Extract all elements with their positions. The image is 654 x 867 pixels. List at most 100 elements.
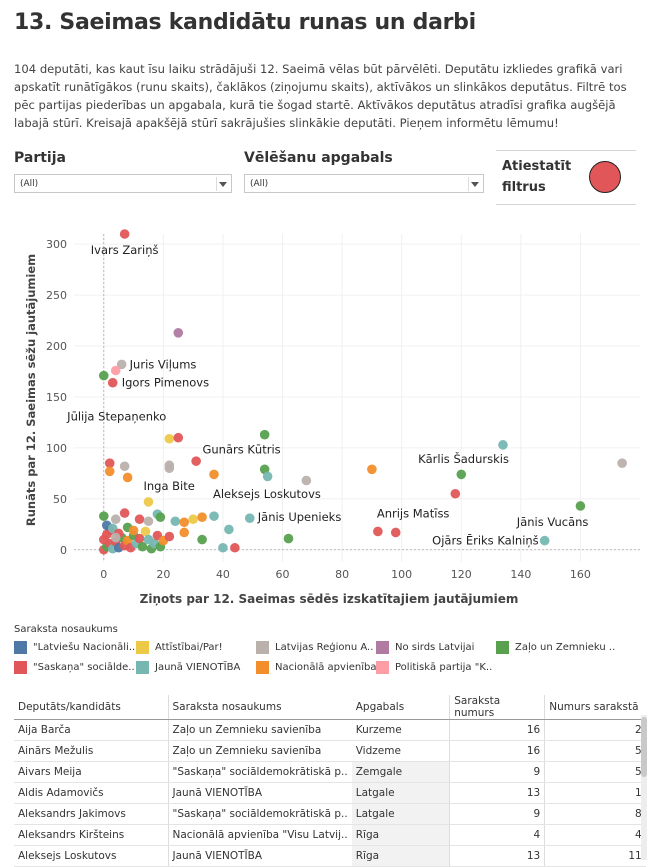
table-row[interactable]: Ainārs Mežulis Zaļo un Zemnieku savienība… bbox=[14, 740, 646, 762]
legend-label: "Saskaņa" sociālde.. bbox=[33, 662, 135, 673]
point-label: Aleksejs Loskutovs bbox=[213, 487, 321, 501]
table-row[interactable]: Aleksandrs Jakimovs "Saskaņa" sociāldemok… bbox=[14, 803, 646, 825]
point-label: Juris Viļums bbox=[129, 357, 197, 371]
y-tick-label: 250 bbox=[46, 289, 67, 302]
scatter-point[interactable] bbox=[179, 517, 190, 528]
x-tick-label: 40 bbox=[216, 568, 230, 581]
scatter-point[interactable] bbox=[119, 461, 130, 472]
table-cell: Ainārs Mežulis bbox=[14, 740, 169, 762]
scatter-point[interactable] bbox=[367, 464, 377, 475]
chevron-down-icon[interactable] bbox=[219, 182, 227, 187]
chevron-down-icon[interactable] bbox=[471, 182, 479, 187]
scatter-point[interactable] bbox=[188, 514, 198, 525]
party-filter-label: Partija bbox=[14, 150, 66, 166]
legend-label: Nacionālā apvienība.. bbox=[275, 662, 383, 673]
table-cell: Jaunā VIENOTĪBA bbox=[168, 845, 352, 867]
legend-label: Attīstībai/Par! bbox=[155, 642, 223, 653]
scatter-point[interactable] bbox=[170, 516, 181, 527]
scatter-point[interactable] bbox=[173, 328, 184, 338]
scatter-point[interactable] bbox=[191, 456, 201, 466]
reset-filters-button[interactable] bbox=[589, 161, 621, 193]
scatter-point[interactable] bbox=[539, 535, 550, 546]
district-filter-label: Vēlēšanu apgabals bbox=[244, 150, 393, 166]
scatter-point[interactable] bbox=[140, 526, 151, 537]
scatter-point[interactable] bbox=[218, 542, 228, 553]
scatter-point[interactable] bbox=[110, 514, 121, 525]
scatter-point[interactable] bbox=[230, 542, 240, 553]
scatter-point[interactable] bbox=[301, 475, 312, 486]
table-cell: Vidzeme bbox=[351, 740, 451, 762]
point-label: Ivars Zariņš bbox=[91, 243, 159, 257]
scatter-point[interactable] bbox=[209, 469, 219, 480]
table-cell: 4 bbox=[544, 824, 646, 846]
scatter-point[interactable] bbox=[259, 429, 270, 440]
scatter-point[interactable] bbox=[498, 440, 508, 450]
scatter-point[interactable] bbox=[110, 365, 121, 376]
scatter-point[interactable] bbox=[137, 541, 148, 552]
scatter-point[interactable] bbox=[98, 511, 109, 521]
table-cell: Rīga bbox=[351, 824, 451, 846]
party-filter-select[interactable]: (All) bbox=[14, 174, 232, 193]
scatter-point[interactable] bbox=[143, 534, 154, 545]
x-tick-label: 160 bbox=[570, 568, 591, 581]
scatter-point[interactable] bbox=[575, 501, 586, 511]
table-cell: Zemgale bbox=[351, 761, 451, 783]
column-header[interactable]: Saraksta nosaukums bbox=[168, 695, 352, 720]
scatter-point[interactable] bbox=[262, 471, 273, 482]
scatter-point[interactable] bbox=[173, 432, 184, 443]
table-cell: 5 bbox=[544, 740, 646, 762]
scatter-point[interactable] bbox=[119, 508, 130, 518]
table-row[interactable]: Aija Barča Zaļo un Zemnieku savienība Kurz… bbox=[14, 719, 646, 741]
scatter-point[interactable] bbox=[164, 433, 175, 444]
scatter-point[interactable] bbox=[110, 532, 121, 543]
column-header[interactable]: Numurs sarakstā bbox=[544, 695, 646, 720]
scatter-point[interactable] bbox=[134, 533, 145, 544]
legend-swatch bbox=[136, 661, 149, 674]
scatter-point[interactable] bbox=[244, 513, 255, 523]
scatter-point[interactable] bbox=[98, 370, 109, 381]
district-filter-select[interactable]: (All) bbox=[244, 174, 484, 193]
table-row[interactable]: Aivars Meija "Saskaņa" sociāldemokrātiskā… bbox=[14, 761, 646, 783]
scatter-point[interactable] bbox=[164, 531, 175, 542]
scatter-point[interactable] bbox=[107, 377, 118, 388]
scatter-point[interactable] bbox=[209, 511, 219, 521]
table-row[interactable]: Aleksandrs Kiršteins Nacionālā apvienība … bbox=[14, 824, 646, 846]
scatter-point[interactable] bbox=[104, 458, 115, 468]
table-row[interactable]: Aleksejs Loskutovs Jaunā VIENOTĪBA Rīga 13 1… bbox=[14, 845, 646, 867]
legend-label: No sirds Latvijai bbox=[395, 642, 475, 653]
scatter-point[interactable] bbox=[450, 488, 461, 499]
scatter-point[interactable] bbox=[143, 497, 154, 507]
scatter-point[interactable] bbox=[155, 512, 166, 522]
scatter-point[interactable] bbox=[134, 514, 145, 525]
column-header[interactable]: Apgabals bbox=[351, 695, 451, 720]
scatter-point[interactable] bbox=[283, 533, 294, 544]
scatter-point[interactable] bbox=[197, 534, 207, 545]
column-header[interactable]: Saraksta numurs bbox=[449, 695, 546, 720]
scatter-point[interactable] bbox=[143, 516, 154, 527]
scatter-point[interactable] bbox=[119, 229, 130, 239]
table-cell: Aleksandrs Jakimovs bbox=[14, 803, 169, 825]
table-header-row: Deputāts/kandidāts Saraksta nosaukums Ap… bbox=[14, 695, 646, 720]
y-tick-label: 150 bbox=[46, 391, 67, 404]
scatter-point[interactable] bbox=[104, 466, 115, 477]
point-label: Gunārs Kūtris bbox=[202, 443, 280, 457]
scatter-point[interactable] bbox=[617, 458, 627, 468]
scatter-point[interactable] bbox=[122, 472, 133, 483]
scrollbar-thumb[interactable] bbox=[641, 717, 647, 777]
scatter-point[interactable] bbox=[98, 534, 109, 545]
scatter-point[interactable] bbox=[373, 526, 383, 537]
scatter-point[interactable] bbox=[456, 469, 467, 480]
y-tick-label: 0 bbox=[60, 544, 67, 557]
table-cell: Zaļo un Zemnieku savienība bbox=[168, 740, 352, 762]
scatter-point[interactable] bbox=[116, 359, 127, 370]
scatter-point[interactable] bbox=[164, 463, 175, 474]
scatter-point[interactable] bbox=[128, 525, 139, 536]
scatter-point[interactable] bbox=[390, 527, 401, 538]
scatter-point[interactable] bbox=[197, 512, 207, 522]
column-header[interactable]: Deputāts/kandidāts bbox=[14, 695, 169, 720]
table-scrollbar[interactable] bbox=[641, 715, 647, 860]
scatter-point[interactable] bbox=[179, 527, 190, 538]
table-cell: 13 bbox=[449, 782, 546, 804]
table-row[interactable]: Aldis Adamovičs Jaunā VIENOTĪBA Latgale 13 1 bbox=[14, 782, 646, 804]
scatter-point[interactable] bbox=[224, 524, 234, 535]
